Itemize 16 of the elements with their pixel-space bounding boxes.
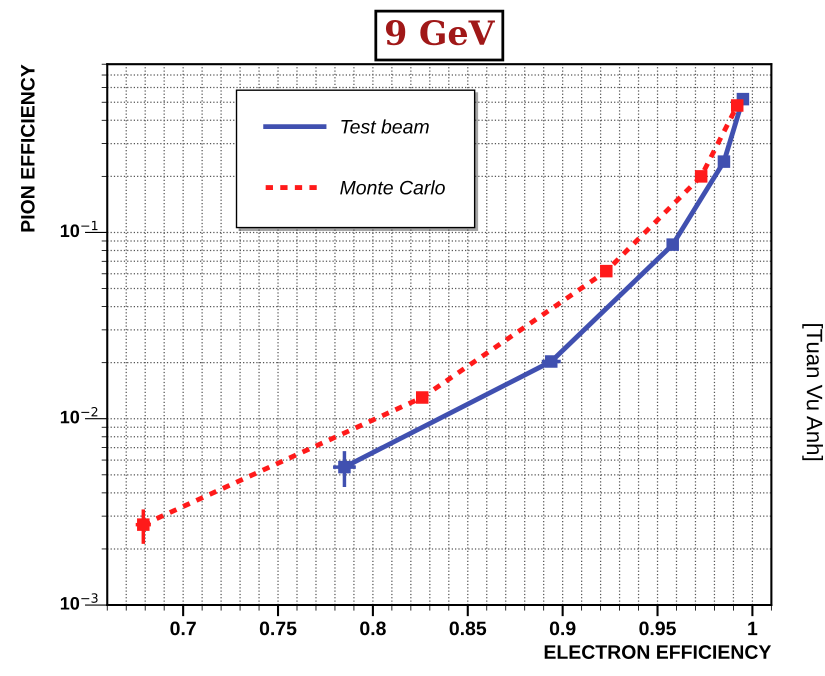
x-tick-label: 0.85 <box>450 622 486 636</box>
x-tick-label: 0.9 <box>550 622 576 636</box>
legend-label: Monte Carlo <box>340 180 445 195</box>
x-tick-label: 0.8 <box>360 622 386 636</box>
x-axis-title: ELECTRON EFFICIENCY <box>544 645 772 659</box>
y-axis-title: PION EFFICIENCY <box>20 64 35 232</box>
y-tick-label: 10$^{−3}$ <box>60 593 98 610</box>
text: [Tuan Vu Anh] <box>802 324 823 460</box>
x-tick-label: 0.75 <box>260 622 296 636</box>
x-tick-label: 0.95 <box>639 622 676 636</box>
y-tick-label: 10$^{−1}$ <box>60 220 98 238</box>
x-tick-label: 0.7 <box>170 622 196 636</box>
x-tick-label: 1 <box>748 622 758 636</box>
chart-title: 9 GeV <box>386 20 495 46</box>
legend-label: Test beam <box>341 119 429 134</box>
y-tick-label: 10$^{−2}$ <box>60 406 98 424</box>
